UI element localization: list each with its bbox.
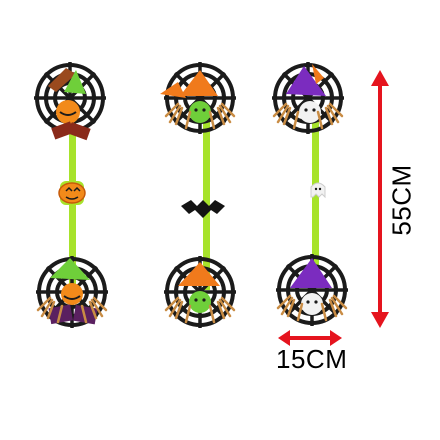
bat-charm (181, 200, 225, 218)
strand-right (272, 62, 348, 326)
strand-left (34, 62, 108, 328)
width-dimension-label: 15CM (276, 344, 347, 375)
spider-web-bottom (276, 254, 348, 326)
pumpkin-charm (59, 181, 85, 205)
ghost-charm (311, 183, 325, 197)
spider-web-top (34, 62, 106, 140)
spider-web-top (272, 62, 344, 134)
spider-web-bottom (164, 256, 236, 328)
spider-web-top (160, 62, 236, 134)
strand-middle (160, 62, 236, 328)
height-dimension-label: 55CM (387, 164, 418, 235)
spider-web-bottom (36, 256, 108, 328)
